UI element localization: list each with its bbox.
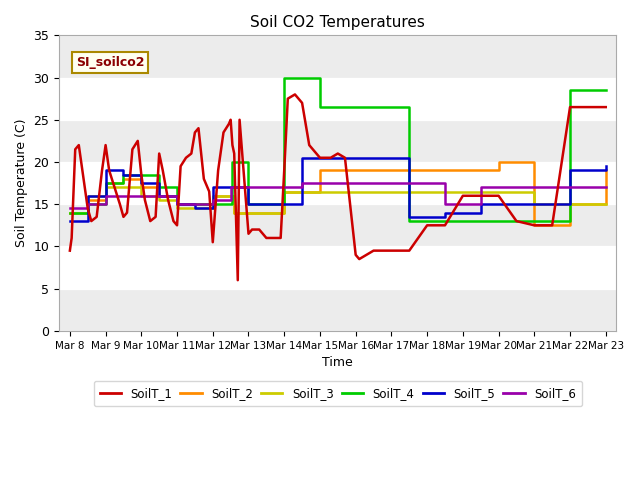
- Legend: SoilT_1, SoilT_2, SoilT_3, SoilT_4, SoilT_5, SoilT_6: SoilT_1, SoilT_2, SoilT_3, SoilT_4, Soil…: [93, 381, 582, 406]
- Title: Soil CO2 Temperatures: Soil CO2 Temperatures: [250, 15, 425, 30]
- Y-axis label: Soil Temperature (C): Soil Temperature (C): [15, 119, 28, 247]
- Text: SI_soilco2: SI_soilco2: [76, 56, 145, 69]
- Bar: [59, 162, 616, 204]
- Bar: [59, 78, 616, 120]
- Bar: [59, 246, 616, 288]
- X-axis label: Time: Time: [323, 356, 353, 369]
